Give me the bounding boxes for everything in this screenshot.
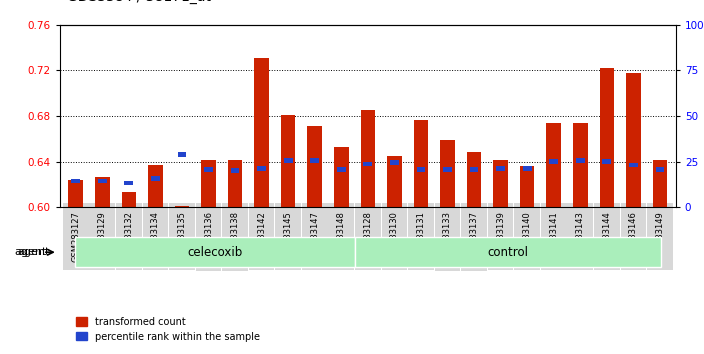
Bar [549, 159, 558, 164]
Bar [175, 206, 189, 207]
Bar [125, 181, 133, 185]
Bar [496, 166, 505, 171]
Bar [360, 110, 375, 207]
Bar [363, 161, 372, 166]
Bar [655, 167, 665, 172]
Bar [151, 176, 160, 181]
Bar [523, 166, 532, 171]
Bar [257, 166, 266, 171]
Bar [177, 152, 187, 157]
Bar [573, 123, 588, 207]
Bar [653, 160, 667, 207]
Bar [337, 167, 346, 172]
Bar [254, 58, 269, 207]
Bar [494, 160, 508, 207]
Bar [201, 160, 216, 207]
Text: celecoxib: celecoxib [187, 246, 243, 259]
Bar [440, 140, 455, 207]
Bar [600, 68, 614, 207]
Text: control: control [487, 246, 528, 259]
Text: agent: agent [18, 247, 50, 257]
Bar [603, 159, 611, 164]
Text: agent: agent [14, 247, 46, 257]
Bar [443, 167, 452, 172]
Text: GDS3384 / 38171_at: GDS3384 / 38171_at [67, 0, 211, 4]
Bar [546, 123, 561, 207]
Bar [204, 167, 213, 172]
Bar [334, 147, 348, 207]
Bar [390, 160, 398, 165]
Legend: transformed count, percentile rank within the sample: transformed count, percentile rank withi… [72, 313, 264, 346]
Bar [122, 192, 136, 207]
Bar [520, 166, 534, 207]
Bar [284, 158, 293, 162]
Bar [576, 158, 584, 162]
Bar [68, 180, 83, 207]
Bar [417, 167, 425, 172]
Bar [387, 156, 402, 207]
Bar [228, 160, 242, 207]
Bar [231, 169, 239, 173]
Bar [626, 73, 641, 207]
Bar [310, 158, 319, 162]
Bar [98, 179, 107, 183]
Bar [470, 167, 479, 172]
Bar [414, 120, 428, 207]
Bar [281, 115, 296, 207]
Bar [308, 126, 322, 207]
Bar [629, 162, 638, 167]
Bar [148, 165, 163, 207]
Bar [467, 152, 482, 207]
Bar [71, 179, 80, 183]
Bar [95, 177, 110, 207]
